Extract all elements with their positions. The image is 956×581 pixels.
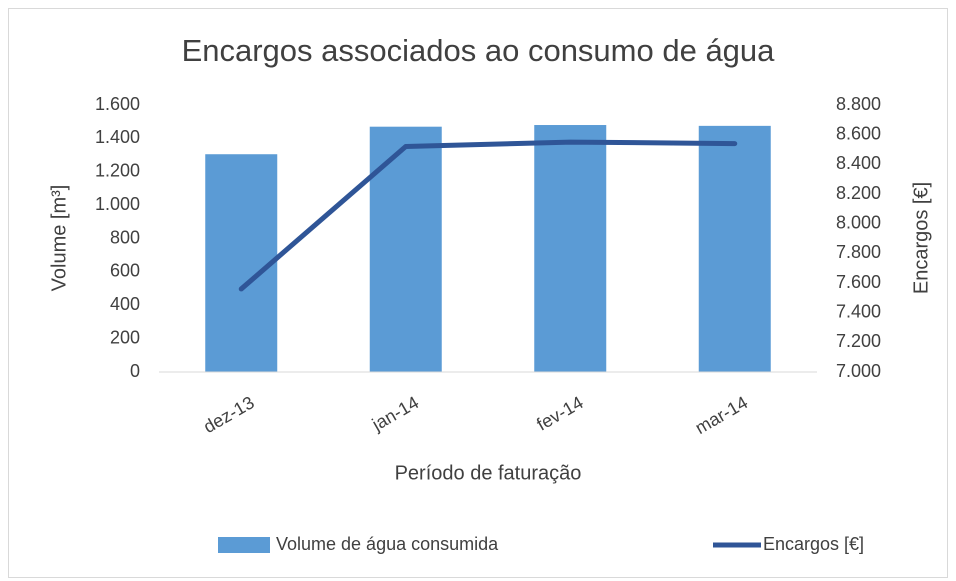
- y2-tick-label: 7.400: [836, 301, 881, 321]
- y2-tick-label: 8.400: [836, 153, 881, 173]
- y-tick-label: 1.000: [95, 194, 140, 214]
- y2-tick-label: 8.600: [836, 123, 881, 143]
- y-tick-label: 200: [110, 327, 140, 347]
- y-tick-label: 800: [110, 227, 140, 247]
- legend-label: Volume de água consumida: [276, 534, 499, 554]
- y-axis-label: Volume [m³]: [48, 185, 70, 292]
- y-tick-label: 600: [110, 261, 140, 281]
- legend-swatch: [218, 537, 270, 553]
- bar: [698, 125, 771, 372]
- y2-tick-label: 8.200: [836, 183, 881, 203]
- chart-border: [8, 8, 948, 578]
- y-tick-label: 1.200: [95, 161, 140, 181]
- y-tick-label: 1.600: [95, 94, 140, 114]
- y2-tick-label: 8.800: [836, 94, 881, 114]
- y-tick-label: 0: [130, 361, 140, 381]
- y2-tick-label: 8.000: [836, 212, 881, 232]
- y-tick-label: 400: [110, 294, 140, 314]
- bar: [534, 125, 607, 373]
- y2-axis-label: Encargos [€]: [910, 182, 932, 294]
- bar: [369, 126, 442, 372]
- y-tick-label: 1.400: [95, 127, 140, 147]
- line-series: [238, 139, 738, 292]
- y2-tick-label: 7.600: [836, 272, 881, 292]
- chart-title: Encargos associados ao consumo de água: [182, 33, 776, 68]
- x-axis-label: Período de faturação: [395, 462, 582, 484]
- y2-tick-label: 7.200: [836, 331, 881, 351]
- y2-tick-label: 7.000: [836, 361, 881, 381]
- bar: [205, 154, 278, 372]
- y2-tick-label: 7.800: [836, 242, 881, 262]
- legend-label: Encargos [€]: [763, 534, 864, 554]
